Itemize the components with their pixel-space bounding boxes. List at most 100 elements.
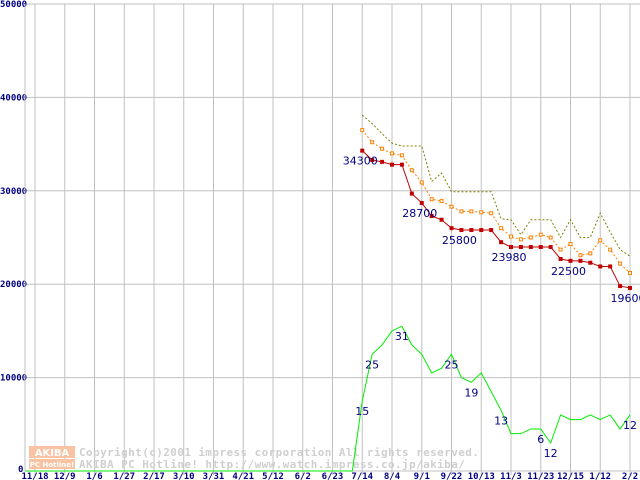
- point-min: [558, 256, 563, 261]
- point-min: [568, 258, 573, 263]
- x-tick-label: 6/2: [295, 472, 311, 480]
- data-label-count: 6: [537, 433, 544, 446]
- point-average: [588, 251, 593, 256]
- data-label-count: 12: [623, 419, 637, 432]
- point-min: [409, 191, 414, 196]
- point-average: [489, 211, 494, 216]
- point-min: [608, 264, 613, 269]
- point-min: [499, 240, 504, 245]
- site-url-text: AKIBA PC Hotline! http://www.watch.impre…: [79, 458, 465, 471]
- point-min: [628, 285, 632, 290]
- x-tick-label: 9/1: [414, 472, 430, 480]
- data-label-count: 25: [365, 358, 379, 371]
- point-min: [370, 157, 375, 162]
- point-min: [509, 245, 513, 250]
- data-label-min: 34300: [343, 155, 378, 168]
- logo-top-box: [29, 446, 75, 458]
- logo-top-text: AKIBA: [35, 448, 70, 459]
- data-label-min: 22500: [551, 265, 586, 278]
- point-average: [380, 146, 385, 151]
- data-label-count: 25: [445, 358, 459, 371]
- x-tick-label: 11/23: [527, 472, 554, 480]
- series-line-max: [361, 114, 631, 257]
- point-average: [459, 209, 464, 214]
- point-min: [618, 284, 623, 289]
- data-label-count: 15: [355, 405, 369, 418]
- point-average: [370, 140, 375, 145]
- data-label-min: 28700: [402, 207, 437, 220]
- point-average: [499, 226, 504, 231]
- point-min: [439, 217, 444, 222]
- watermark: AKIBA PC Hotline! Copyright(c)2001 impre…: [29, 446, 479, 471]
- grid: [25, 3, 640, 475]
- logo-bottom-text: PC Hotline!: [30, 461, 74, 469]
- point-average: [528, 235, 533, 240]
- y-tick-label: 50000: [0, 0, 27, 10]
- x-tick-label: 7/14: [351, 472, 373, 480]
- y-tick-label: 10000: [0, 374, 27, 384]
- x-tick-label: 4/21: [232, 472, 254, 480]
- point-average: [548, 235, 553, 240]
- data-label-count: 13: [494, 414, 508, 427]
- x-tick-label: 1/6: [86, 472, 102, 480]
- point-average: [578, 253, 583, 258]
- data-label-count: 19: [464, 386, 478, 399]
- x-tick-label: 9/22: [441, 472, 463, 480]
- point-min: [479, 228, 484, 233]
- x-tick-label: 12/15: [557, 472, 584, 480]
- point-average: [568, 242, 573, 247]
- point-average: [628, 270, 632, 275]
- point-min: [548, 245, 553, 250]
- point-average: [439, 199, 444, 204]
- copyright-text: Copyright(c)2001 impress corporation All…: [79, 446, 479, 459]
- y-tick-label: 0: [18, 465, 23, 475]
- point-average: [598, 238, 603, 243]
- y-tick-label: 40000: [0, 93, 27, 103]
- point-min: [380, 159, 385, 164]
- x-tick-label: 3/10: [173, 472, 195, 480]
- x-tick-label: 11/3: [500, 472, 522, 480]
- point-average: [518, 237, 523, 242]
- point-min: [449, 226, 454, 231]
- point-average: [449, 204, 454, 209]
- point-min: [518, 245, 523, 250]
- x-tick-label: 3/31: [203, 472, 225, 480]
- point-min: [588, 260, 593, 265]
- point-min: [390, 162, 394, 167]
- point-average: [608, 247, 613, 252]
- point-average: [469, 209, 474, 214]
- point-min: [578, 258, 583, 263]
- series-line-min: [361, 150, 631, 289]
- point-average: [618, 261, 623, 266]
- logo-bottom-box: [29, 459, 75, 469]
- x-tick-label: 12/9: [54, 472, 76, 480]
- data-label-count: 12: [544, 447, 558, 460]
- point-min: [419, 200, 424, 205]
- x-tick-label: 8/4: [384, 472, 401, 480]
- x-tick-label: 6/23: [322, 472, 344, 480]
- data-label-min: 19600: [611, 292, 640, 305]
- point-min: [360, 148, 365, 153]
- x-tick-label: 2/17: [143, 472, 165, 480]
- data-labels: 34300 28700 25800 23980 22500 19600 15 25 31 25 19…: [343, 155, 640, 460]
- point-average: [429, 197, 434, 202]
- x-tick-label: 5/12: [262, 472, 284, 480]
- point-average: [409, 168, 414, 173]
- y-tick-label: 20000: [0, 280, 27, 290]
- point-average: [509, 234, 513, 239]
- point-average: [558, 247, 563, 252]
- point-min: [429, 214, 434, 219]
- point-min: [538, 245, 543, 250]
- data-label-count: 31: [395, 330, 409, 343]
- point-min: [489, 228, 494, 233]
- series-line-average: [361, 129, 631, 274]
- point-average: [419, 180, 424, 185]
- point-average: [538, 232, 543, 237]
- x-tick-label: 11/18: [21, 472, 48, 480]
- point-min: [598, 264, 603, 269]
- data-label-min: 25800: [442, 234, 477, 247]
- point-min: [459, 228, 464, 233]
- point-average: [479, 210, 484, 215]
